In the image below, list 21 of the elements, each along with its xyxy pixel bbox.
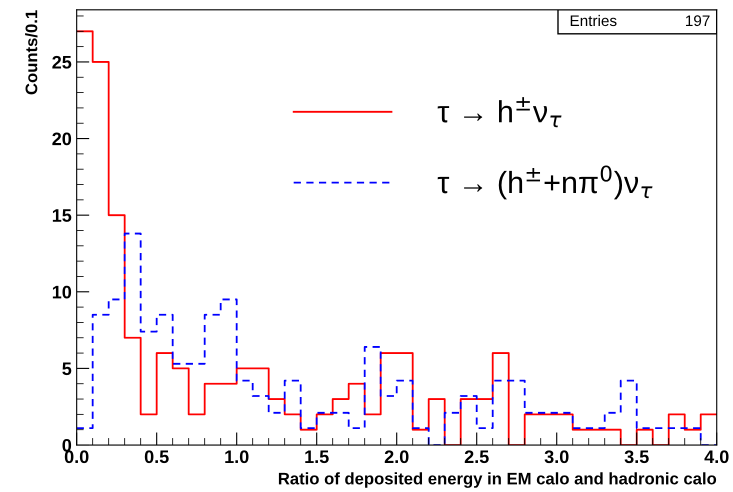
annotation: 197 — [686, 15, 710, 26]
x-axis-title: Ratio of deposited energy in EM calo and hadronic calo — [278, 472, 716, 488]
x-tick-label: 1.5 — [305, 450, 329, 464]
y-tick-label: 15 — [52, 209, 72, 222]
y-tick-label: 10 — [52, 286, 72, 299]
x-tick-label: 3.0 — [544, 450, 569, 464]
y-tick-label: 25 — [52, 56, 72, 69]
annotation: Entries — [570, 14, 617, 26]
y-axis-title: Counts/0.1 — [25, 10, 38, 94]
x-tick-label: 1.0 — [225, 450, 248, 464]
y-tick-label: 20 — [52, 132, 72, 146]
x-tick-label: 3.5 — [624, 450, 649, 464]
x-tick-label: 0.0 — [64, 450, 88, 464]
x-tick-label: 2.5 — [464, 450, 489, 464]
y-tick-label: 5 — [62, 362, 72, 376]
x-tick-label: 0.5 — [144, 450, 169, 464]
legend-label: τ → (h$^{±}$+nπ$^{0}$)ν$_{τ}$ — [438, 165, 652, 200]
legend-label: τ → h$^{±}$ν$_{τ}$ — [438, 97, 562, 128]
x-tick-label: 4.0 — [704, 450, 729, 464]
y-tick-label: 0 — [62, 438, 72, 452]
x-tick-label: 2.0 — [384, 450, 409, 464]
